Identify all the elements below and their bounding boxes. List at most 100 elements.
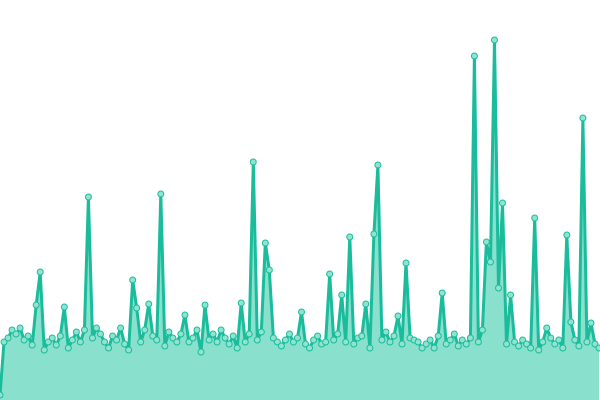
data-point xyxy=(362,300,370,308)
data-point xyxy=(511,338,519,346)
data-point xyxy=(422,340,430,348)
data-point xyxy=(310,336,318,344)
data-point xyxy=(470,52,478,60)
data-point xyxy=(173,338,181,346)
data-point xyxy=(193,326,201,334)
data-point xyxy=(298,308,306,316)
data-point xyxy=(330,336,338,344)
data-point xyxy=(306,344,314,352)
data-point xyxy=(338,291,346,299)
data-point xyxy=(217,326,225,334)
data-point xyxy=(293,334,301,342)
data-point xyxy=(382,328,390,336)
data-point xyxy=(125,346,133,354)
data-point xyxy=(366,344,374,352)
data-point xyxy=(438,289,446,297)
data-point xyxy=(539,338,547,346)
data-point xyxy=(494,284,502,292)
data-point xyxy=(129,276,137,284)
data-point xyxy=(358,332,366,340)
data-point xyxy=(555,336,563,344)
data-point xyxy=(84,193,92,201)
data-point xyxy=(575,342,583,350)
data-point xyxy=(88,334,96,342)
data-point xyxy=(169,334,177,342)
data-point xyxy=(16,324,24,332)
data-point xyxy=(121,340,129,348)
data-point xyxy=(36,268,44,276)
data-point xyxy=(60,303,68,311)
data-point xyxy=(507,291,515,299)
data-point xyxy=(0,391,4,399)
data-point xyxy=(503,340,511,348)
data-point xyxy=(4,334,12,342)
data-point xyxy=(446,336,454,344)
data-point xyxy=(133,304,141,312)
data-point xyxy=(213,338,221,346)
data-point xyxy=(20,336,28,344)
data-point xyxy=(535,346,543,354)
data-point xyxy=(44,338,52,346)
data-point xyxy=(64,344,72,352)
data-point xyxy=(414,338,422,346)
data-point xyxy=(490,36,498,44)
data-point xyxy=(80,326,88,334)
data-point xyxy=(591,340,599,348)
data-point xyxy=(40,346,48,354)
data-point xyxy=(153,336,161,344)
data-point xyxy=(559,344,567,352)
data-point xyxy=(261,239,269,247)
data-point xyxy=(450,330,458,338)
data-point xyxy=(390,332,398,340)
data-point xyxy=(72,328,80,336)
data-point xyxy=(346,233,354,241)
data-point xyxy=(117,324,125,332)
data-point xyxy=(265,266,273,274)
data-point xyxy=(462,340,470,348)
data-point xyxy=(149,332,157,340)
data-point xyxy=(209,330,217,338)
data-point xyxy=(277,342,285,350)
data-point xyxy=(402,259,410,267)
data-point xyxy=(97,330,105,338)
data-point xyxy=(273,338,281,346)
data-point xyxy=(430,344,438,352)
data-point xyxy=(442,340,450,348)
data-point xyxy=(92,324,100,332)
data-point xyxy=(527,344,535,352)
data-point xyxy=(68,336,76,344)
data-point xyxy=(101,338,109,346)
data-point xyxy=(426,336,434,344)
data-point xyxy=(28,341,36,349)
data-point xyxy=(587,319,595,327)
data-point xyxy=(241,338,249,346)
data-point xyxy=(113,336,121,344)
data-point xyxy=(519,336,527,344)
data-point-markers xyxy=(0,36,600,399)
data-point xyxy=(24,332,32,340)
data-point xyxy=(205,336,213,344)
data-point xyxy=(145,300,153,308)
data-point xyxy=(237,299,245,307)
data-point xyxy=(499,199,507,207)
data-point xyxy=(394,312,402,320)
data-point xyxy=(225,340,233,348)
data-point xyxy=(386,338,394,346)
data-point xyxy=(52,341,60,349)
data-point xyxy=(161,342,169,350)
data-point xyxy=(177,330,185,338)
data-point xyxy=(109,332,117,340)
data-point xyxy=(314,332,322,340)
data-point xyxy=(76,338,84,346)
data-point xyxy=(350,340,358,348)
data-point xyxy=(583,338,591,346)
data-point xyxy=(249,158,257,166)
data-point xyxy=(571,336,579,344)
data-point xyxy=(157,190,165,198)
data-point xyxy=(434,332,442,340)
data-point xyxy=(547,334,555,342)
data-point xyxy=(221,334,229,342)
data-point xyxy=(181,311,189,319)
data-point xyxy=(201,301,209,309)
